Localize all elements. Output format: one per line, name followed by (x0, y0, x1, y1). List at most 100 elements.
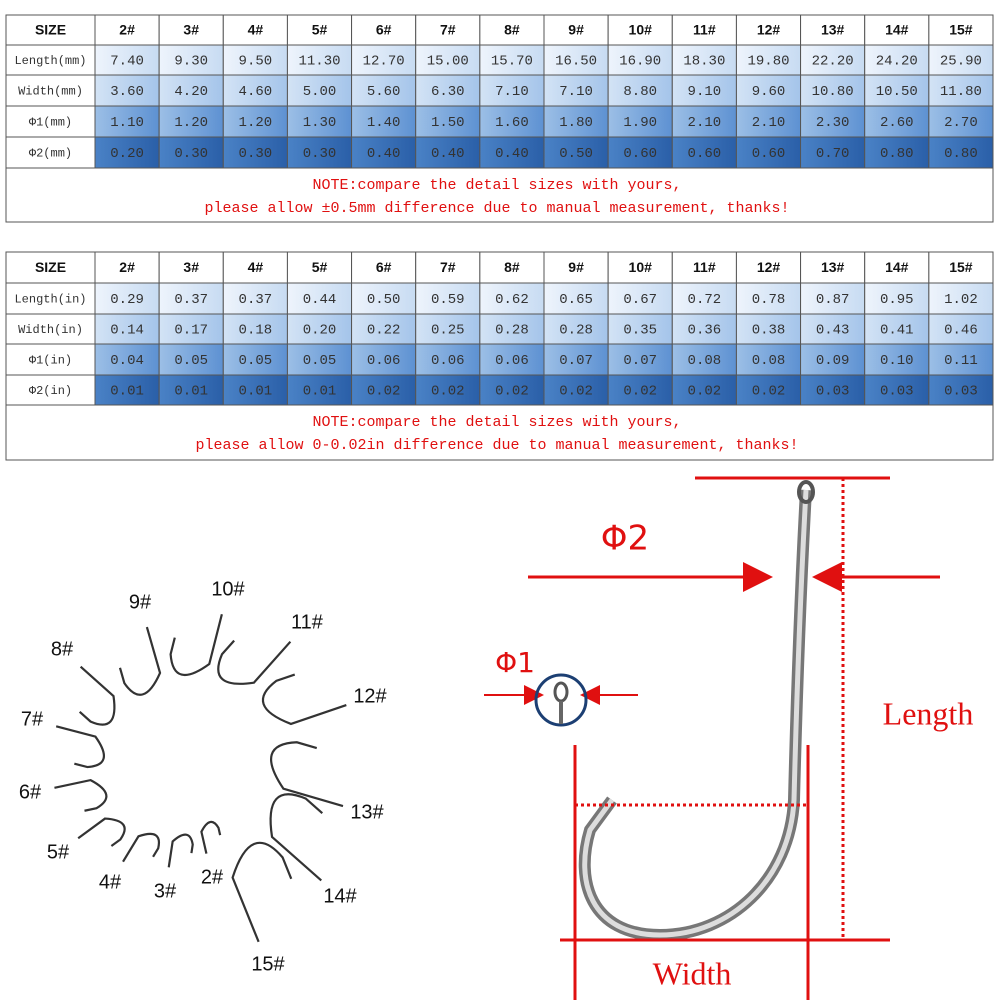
cell-text: 0.95 (880, 292, 914, 308)
table-cell (351, 374, 417, 406)
header-cell: 2# (119, 259, 135, 275)
hook-eye (797, 480, 815, 504)
cell-text: 1.90 (623, 115, 657, 131)
hook-size-label: 15# (251, 953, 285, 975)
cell-text: 9.50 (239, 54, 273, 70)
table-cell (351, 313, 417, 345)
table-cell (864, 343, 930, 376)
cell-text: 24.20 (876, 54, 918, 70)
header-cell: 13# (821, 22, 845, 38)
cell-text: 22.20 (812, 54, 854, 70)
table-cell (351, 105, 417, 138)
table-cell (158, 343, 224, 376)
table-cell (671, 74, 737, 107)
cell-text: 0.40 (431, 146, 465, 162)
cell-text: 6.30 (431, 84, 465, 100)
cell-text: Length(in) (14, 293, 86, 307)
table-cell (671, 282, 737, 315)
cell-text: 0.06 (495, 353, 529, 369)
cell-text: 0.01 (174, 384, 208, 400)
hook (118, 626, 162, 696)
table-cell (928, 374, 994, 406)
table-cell (543, 105, 609, 138)
table-cell (5, 374, 96, 406)
table-cell (607, 74, 673, 107)
cell-text: 0.60 (752, 146, 786, 162)
table-cell (928, 282, 994, 315)
cell-text: 16.90 (619, 54, 661, 70)
hook (78, 665, 116, 726)
note-cell (5, 167, 994, 223)
phi1-circle (534, 673, 588, 727)
table-cell (415, 374, 481, 406)
cell-text: 0.03 (880, 384, 914, 400)
cell-text: 19.80 (747, 54, 789, 70)
cell-text: 0.03 (944, 384, 978, 400)
cell-text: 15.00 (427, 54, 469, 70)
hook (167, 833, 194, 868)
note-text: NOTE:compare the detail sizes with yours… (312, 414, 681, 431)
header-cell: 9# (568, 22, 584, 38)
cell-text: 0.14 (110, 323, 144, 339)
cell-text: 0.17 (174, 323, 208, 339)
cell-text: 0.50 (367, 292, 401, 308)
table-cell (222, 313, 288, 345)
header-cell: 5# (312, 22, 328, 38)
hook-size-label: 3# (154, 880, 177, 902)
cell-text: 10.50 (876, 84, 918, 100)
cell-text: 0.35 (623, 323, 657, 339)
cell-text: 0.05 (303, 353, 337, 369)
cell-text: 16.50 (555, 54, 597, 70)
cell-text: 11.30 (298, 54, 340, 70)
cell-text: 2.10 (752, 115, 786, 131)
table-cell (158, 313, 224, 345)
cell-text: 0.02 (495, 384, 529, 400)
hook-set: 2# 3# 4# 5# 6# 7# 8# 9# 10# 11# 12# 13# 14# 15# (19, 578, 388, 975)
hook (54, 778, 108, 812)
cell-text: 7.10 (559, 84, 593, 100)
cell-text: 0.80 (880, 146, 914, 162)
table-cell (928, 14, 994, 46)
header-cell: 2# (119, 22, 135, 38)
table-cell (735, 374, 802, 406)
cell-text: 1.30 (303, 115, 337, 131)
table-cell (671, 136, 737, 169)
table-cell (222, 74, 288, 107)
cell-text: 0.41 (880, 323, 914, 339)
header-cell: 12# (757, 22, 781, 38)
cell-text: 0.18 (239, 323, 273, 339)
table-cell (928, 136, 994, 169)
hook-size-label: 4# (99, 871, 122, 893)
cell-text: 0.67 (623, 292, 657, 308)
cell-text: 0.28 (495, 323, 529, 339)
header-cell: 3# (183, 22, 199, 38)
hook (217, 639, 292, 685)
cell-text: Width(mm) (18, 85, 83, 99)
header-cell: 15# (949, 22, 973, 38)
table-cell (543, 136, 609, 169)
cell-text: 0.05 (239, 353, 273, 369)
cell-text: 2.10 (688, 115, 722, 131)
header-cell: 6# (376, 259, 392, 275)
table-cell (479, 282, 545, 315)
cell-text: 7.40 (110, 54, 144, 70)
table-cell (351, 251, 417, 284)
cell-text: 3.60 (110, 84, 144, 100)
cell-text: 0.37 (239, 292, 273, 308)
note-cell (5, 404, 994, 461)
table-cell (800, 282, 866, 315)
table-cell (158, 282, 224, 315)
cell-text: Length(mm) (14, 54, 86, 68)
table-cell (222, 136, 288, 169)
cell-text: 0.20 (110, 146, 144, 162)
table-cell (94, 136, 160, 169)
table-cell (735, 343, 802, 376)
cell-text: 1.10 (110, 115, 144, 131)
header-cell: 8# (504, 22, 520, 38)
cell-text: 0.07 (559, 353, 593, 369)
table-cell (222, 44, 288, 76)
table-cell (5, 74, 96, 107)
cell-text: 0.59 (431, 292, 465, 308)
cell-text: 5.00 (303, 84, 337, 100)
hook-size-label: 6# (19, 781, 42, 803)
